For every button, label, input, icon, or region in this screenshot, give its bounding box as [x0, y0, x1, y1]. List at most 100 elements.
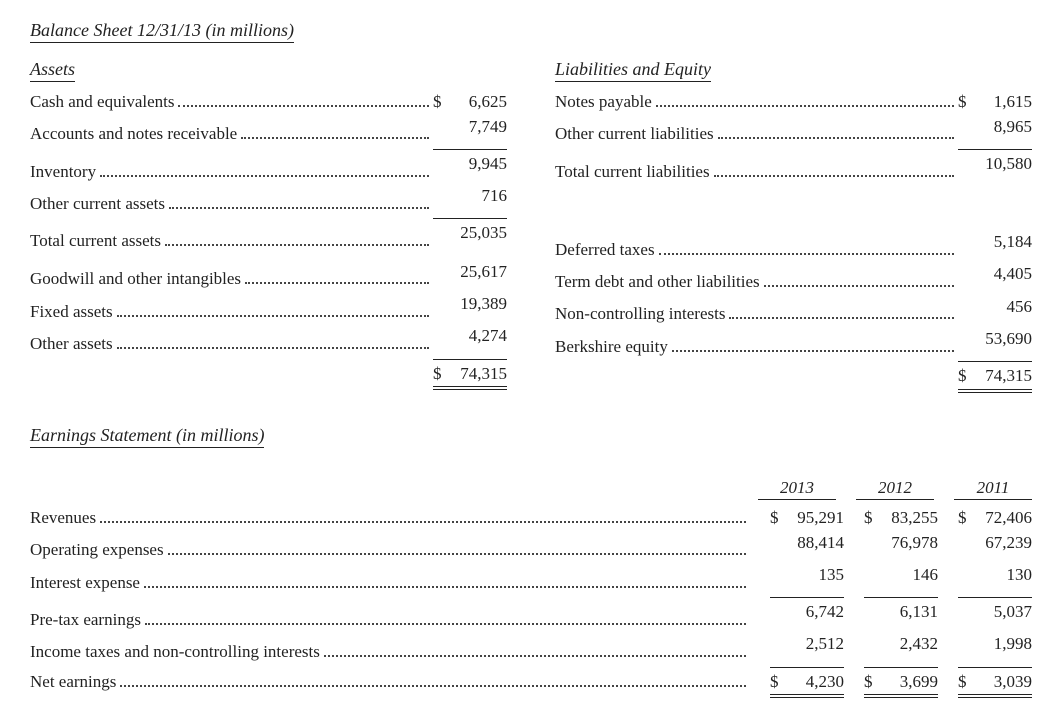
value-cash: $6,625	[433, 90, 507, 115]
value-goodwill: 25,617	[433, 260, 507, 285]
row-cash: Cash and equivalents $6,625	[30, 90, 507, 115]
label-other-cl: Other current liabilities	[555, 122, 714, 147]
value-deferred-taxes: 5,184	[958, 230, 1032, 255]
leader-dots	[100, 163, 429, 177]
balance-sheet-section: Balance Sheet 12/31/13 (in millions) Ass…	[30, 20, 1032, 389]
leader-dots	[165, 232, 429, 246]
value-nci: 456	[958, 295, 1032, 320]
label-cash: Cash and equivalents	[30, 90, 174, 115]
value-int-2011: 130	[958, 563, 1032, 588]
row-berkshire-equity: Berkshire equity 53,690	[555, 327, 1032, 359]
year-2013: 2013	[758, 478, 836, 500]
row-tcl: Total current liabilities 10,580	[555, 147, 1032, 184]
value-other-cl: 8,965	[958, 115, 1032, 140]
row-fixed: Fixed assets 19,389	[30, 292, 507, 324]
value-int-2013: 135	[770, 563, 844, 588]
row-notes-payable: Notes payable $1,615	[555, 90, 1032, 115]
value-rev-2013: $95,291	[770, 506, 844, 531]
value-net-2011: $3,039	[958, 667, 1032, 695]
label-opex: Operating expenses	[30, 538, 164, 563]
label-revenues: Revenues	[30, 506, 96, 531]
row-deferred-taxes: Deferred taxes 5,184	[555, 230, 1032, 262]
row-term-debt: Term debt and other liabilities 4,405	[555, 262, 1032, 294]
leader-dots	[729, 306, 954, 320]
balance-sheet-columns: Assets Cash and equivalents $6,625 Accou…	[30, 59, 1032, 389]
row-tax: Income taxes and non-controlling interes…	[30, 632, 1032, 664]
value-tax-2011: 1,998	[958, 632, 1032, 657]
leader-dots	[245, 271, 429, 285]
value-inventory: 9,945	[433, 149, 507, 177]
leader-dots	[178, 93, 429, 107]
value-int-2012: 146	[864, 563, 938, 588]
label-other-assets: Other assets	[30, 332, 113, 357]
row-inventory: Inventory 9,945	[30, 147, 507, 184]
value-opex-2011: 67,239	[958, 531, 1032, 556]
year-2012: 2012	[856, 478, 934, 500]
assets-heading: Assets	[30, 59, 75, 82]
leader-dots	[144, 574, 746, 588]
earnings-section: Earnings Statement (in millions) 2013 20…	[30, 425, 1032, 694]
label-nci: Non-controlling interests	[555, 302, 725, 327]
leader-dots	[168, 541, 746, 555]
value-opex-2012: 76,978	[864, 531, 938, 556]
label-berkshire-equity: Berkshire equity	[555, 335, 668, 360]
row-interest: Interest expense 135 146 130	[30, 563, 1032, 595]
leader-dots	[241, 125, 429, 139]
row-other-cl: Other current liabilities 8,965	[555, 115, 1032, 147]
leader-dots	[117, 303, 429, 317]
value-term-debt: 4,405	[958, 262, 1032, 287]
value-notes-payable: $1,615	[958, 90, 1032, 115]
value-tca: 25,035	[433, 218, 507, 246]
row-revenues: Revenues $95,291 $83,255 $72,406	[30, 506, 1032, 531]
value-rev-2011: $72,406	[958, 506, 1032, 531]
leader-dots	[169, 195, 429, 209]
label-net: Net earnings	[30, 670, 116, 695]
row-net: Net earnings $4,230 $3,699 $3,039	[30, 665, 1032, 695]
label-tcl: Total current liabilities	[555, 160, 710, 185]
leader-dots	[100, 509, 746, 523]
row-goodwill: Goodwill and other intangibles 25,617	[30, 260, 507, 292]
value-pretax-2011: 5,037	[958, 597, 1032, 625]
label-ar: Accounts and notes receivable	[30, 122, 237, 147]
label-term-debt: Term debt and other liabilities	[555, 270, 760, 295]
leader-dots	[659, 241, 954, 255]
row-ar: Accounts and notes receivable 7,749	[30, 115, 507, 147]
value-other-ca: 716	[433, 184, 507, 209]
label-tca: Total current assets	[30, 229, 161, 254]
row-nci: Non-controlling interests 456	[555, 295, 1032, 327]
liabilities-heading: Liabilities and Equity	[555, 59, 711, 82]
earnings-title: Earnings Statement (in millions)	[30, 425, 264, 448]
label-other-ca: Other current assets	[30, 192, 165, 217]
label-notes-payable: Notes payable	[555, 90, 652, 115]
value-net-2013: $4,230	[770, 667, 844, 695]
row-liab-total: $74,315	[555, 359, 1032, 389]
label-tax: Income taxes and non-controlling interes…	[30, 640, 320, 665]
row-other-assets: Other assets 4,274	[30, 324, 507, 356]
row-tca: Total current assets 25,035	[30, 216, 507, 253]
value-fixed: 19,389	[433, 292, 507, 317]
leader-dots	[120, 673, 746, 687]
row-other-ca: Other current assets 716	[30, 184, 507, 216]
row-assets-total: $74,315	[30, 357, 507, 387]
liabilities-column: Liabilities and Equity Notes payable $1,…	[555, 59, 1032, 389]
value-assets-total: $74,315	[433, 359, 507, 387]
value-tax-2012: 2,432	[864, 632, 938, 657]
leader-dots	[764, 273, 954, 287]
value-tcl: 10,580	[958, 149, 1032, 177]
label-deferred-taxes: Deferred taxes	[555, 238, 655, 263]
label-inventory: Inventory	[30, 160, 96, 185]
label-interest: Interest expense	[30, 571, 140, 596]
label-goodwill: Goodwill and other intangibles	[30, 267, 241, 292]
value-pretax-2012: 6,131	[864, 597, 938, 625]
leader-dots	[656, 93, 954, 107]
value-rev-2012: $83,255	[864, 506, 938, 531]
value-tax-2013: 2,512	[770, 632, 844, 657]
value-other-assets: 4,274	[433, 324, 507, 349]
leader-dots	[117, 335, 429, 349]
leader-dots	[145, 611, 746, 625]
leader-dots	[714, 163, 954, 177]
row-opex: Operating expenses 88,414 76,978 67,239	[30, 531, 1032, 563]
earnings-year-header: 2013 2012 2011	[30, 478, 1032, 500]
value-net-2012: $3,699	[864, 667, 938, 695]
label-pretax: Pre-tax earnings	[30, 608, 141, 633]
